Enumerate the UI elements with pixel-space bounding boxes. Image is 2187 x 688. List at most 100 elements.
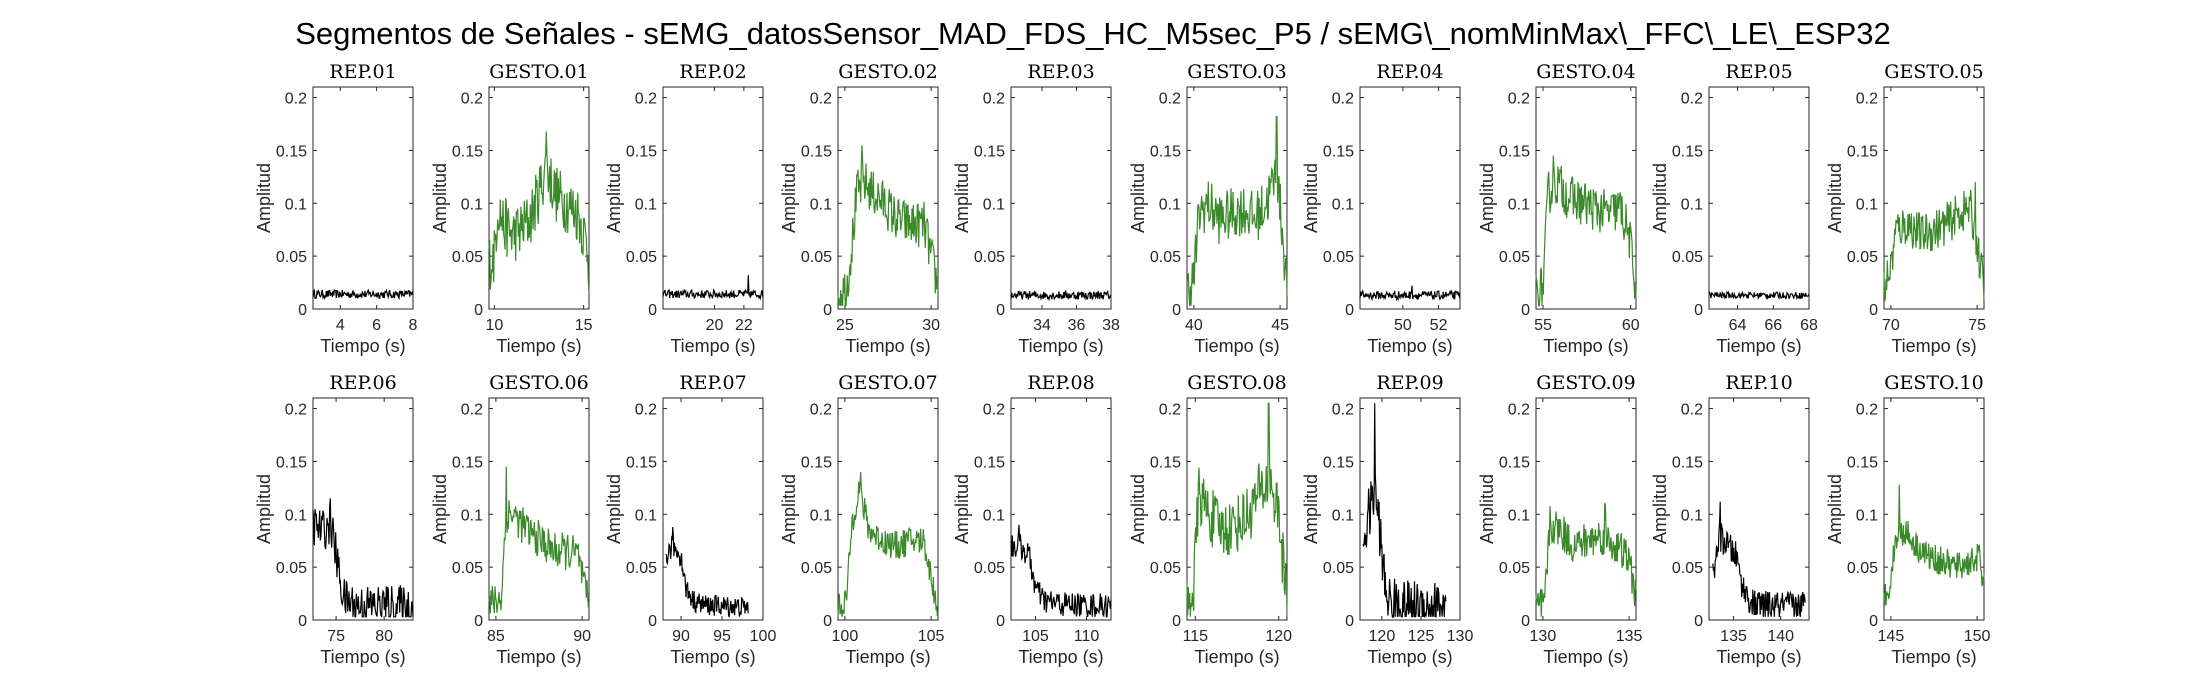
y-tick-label: 0.15 — [276, 143, 307, 160]
x-axis-label: Tiempo (s) — [1716, 336, 1801, 356]
y-axis-label: Amplitud — [1825, 163, 1845, 233]
subplot-rep-08: REP.08 0 0.05 0.1 0.15 0.2 105 110 Tiempo (s) Amp… — [952, 372, 1112, 667]
x-tick-label: 75 — [1968, 317, 1986, 334]
y-axis-label: Amplitud — [1477, 163, 1497, 233]
x-tick-label: 40 — [1185, 317, 1203, 334]
y-tick-label: 0.2 — [810, 91, 832, 108]
x-tick-label: 135 — [1720, 628, 1747, 645]
y-tick-label: 0.2 — [983, 402, 1005, 419]
x-tick-label: 75 — [327, 628, 345, 645]
y-tick-label: 0.05 — [1150, 249, 1181, 266]
plot-area — [1010, 86, 1112, 310]
x-axis-label: Tiempo (s) — [1367, 336, 1452, 356]
x-tick-label: 8 — [409, 317, 418, 334]
y-axis-label: Amplitud — [430, 474, 450, 544]
y-tick-label: 0.05 — [1847, 249, 1878, 266]
y-tick-label: 0.2 — [1856, 402, 1878, 419]
y-tick-label: 0.15 — [1847, 143, 1878, 160]
y-tick-label: 0.1 — [1332, 196, 1354, 213]
x-axis-label: Tiempo (s) — [1018, 647, 1103, 667]
x-tick-label: 90 — [573, 628, 591, 645]
x-axis-label: Tiempo (s) — [670, 647, 755, 667]
y-axis-label: Amplitud — [1128, 163, 1148, 233]
plot-area — [662, 397, 764, 621]
subplot-title: REP.05 — [1725, 61, 1792, 83]
y-tick-label: 0.05 — [1672, 560, 1703, 577]
x-axis-label: Tiempo (s) — [1543, 336, 1628, 356]
y-tick-label: 0.15 — [1499, 143, 1530, 160]
y-tick-label: 0.15 — [626, 143, 657, 160]
plot-area — [1359, 86, 1461, 310]
y-tick-label: 0.1 — [1856, 196, 1878, 213]
x-tick-label: 90 — [672, 628, 690, 645]
x-tick-label: 135 — [1616, 628, 1643, 645]
signal-line — [1010, 524, 1112, 618]
subplot-title: REP.07 — [679, 372, 746, 394]
x-tick-label: 60 — [1622, 317, 1640, 334]
x-tick-label: 50 — [1394, 317, 1412, 334]
y-tick-label: 0.1 — [983, 196, 1005, 213]
subplot-title: GESTO.06 — [489, 372, 588, 394]
x-tick-label: 64 — [1729, 317, 1747, 334]
y-tick-label: 0.05 — [276, 560, 307, 577]
y-tick-label: 0.2 — [285, 402, 307, 419]
plot-area — [837, 86, 939, 310]
y-tick-label: 0.05 — [626, 560, 657, 577]
signal-line — [1883, 182, 1985, 302]
y-tick-label: 0 — [996, 613, 1005, 630]
y-tick-label: 0.15 — [801, 454, 832, 471]
x-tick-label: 130 — [1447, 628, 1474, 645]
subplot-title: GESTO.02 — [838, 61, 937, 83]
y-tick-label: 0 — [1172, 613, 1181, 630]
figure-title: Segmentos de Señales - sEMG_datosSensor_… — [295, 16, 1890, 51]
signal-line — [1535, 503, 1637, 617]
y-tick-label: 0.05 — [1150, 560, 1181, 577]
x-tick-label: 150 — [1964, 628, 1991, 645]
y-tick-label: 0.1 — [1159, 196, 1181, 213]
y-tick-label: 0.1 — [1681, 196, 1703, 213]
subplot-title: REP.08 — [1027, 372, 1094, 394]
subplot-title: GESTO.09 — [1536, 372, 1635, 394]
y-axis-label: Amplitud — [952, 474, 972, 544]
y-tick-label: 0.05 — [974, 249, 1005, 266]
y-tick-label: 0 — [474, 302, 483, 319]
y-tick-label: 0.2 — [461, 402, 483, 419]
x-tick-label: 15 — [575, 317, 593, 334]
y-tick-label: 0.2 — [1159, 91, 1181, 108]
x-tick-label: 120 — [1369, 628, 1396, 645]
x-tick-label: 30 — [922, 317, 940, 334]
y-tick-label: 0.05 — [974, 560, 1005, 577]
subplot-gesto-03: GESTO.03 0 0.05 0.1 0.15 0.2 40 45 Tiempo (s) Amp… — [1128, 61, 1289, 356]
y-tick-label: 0.15 — [1323, 143, 1354, 160]
y-tick-label: 0.2 — [1508, 91, 1530, 108]
y-tick-label: 0.05 — [276, 249, 307, 266]
x-tick-label: 105 — [918, 628, 945, 645]
y-tick-label: 0.15 — [974, 143, 1005, 160]
y-axis-label: Amplitud — [779, 163, 799, 233]
x-tick-label: 120 — [1265, 628, 1292, 645]
x-tick-label: 36 — [1068, 317, 1086, 334]
signal-line — [1359, 285, 1461, 302]
x-tick-label: 66 — [1764, 317, 1782, 334]
subplot-gesto-06: GESTO.06 0 0.05 0.1 0.15 0.2 85 90 Tiempo (s) Amp… — [430, 372, 591, 667]
x-tick-label: 70 — [1882, 317, 1900, 334]
x-tick-label: 68 — [1800, 317, 1818, 334]
y-axis-label: Amplitud — [604, 163, 624, 233]
y-tick-label: 0.05 — [1672, 249, 1703, 266]
y-axis-label: Amplitud — [604, 474, 624, 544]
y-tick-label: 0 — [648, 613, 657, 630]
x-tick-label: 140 — [1767, 628, 1794, 645]
y-tick-label: 0.2 — [1159, 402, 1181, 419]
y-tick-label: 0.15 — [974, 454, 1005, 471]
subplot-gesto-01: GESTO.01 0 0.05 0.1 0.15 0.2 10 15 Tiempo (s) Amp… — [430, 61, 593, 356]
y-tick-label: 0 — [996, 302, 1005, 319]
y-axis-label: Amplitud — [1650, 163, 1670, 233]
y-tick-label: 0.1 — [461, 507, 483, 524]
subplot-title: GESTO.05 — [1884, 61, 1983, 83]
subplot-title: GESTO.04 — [1536, 61, 1635, 83]
subplot-rep-09: REP.09 0 0.05 0.1 0.15 0.2 120 125 130 Tiempo (s)… — [1301, 372, 1473, 667]
subplot-gesto-05: GESTO.05 0 0.05 0.1 0.15 0.2 70 75 Tiempo (s) Amp… — [1825, 61, 1986, 356]
x-tick-label: 105 — [1022, 628, 1049, 645]
signal-line — [1186, 402, 1288, 617]
x-axis-label: Tiempo (s) — [1891, 336, 1976, 356]
